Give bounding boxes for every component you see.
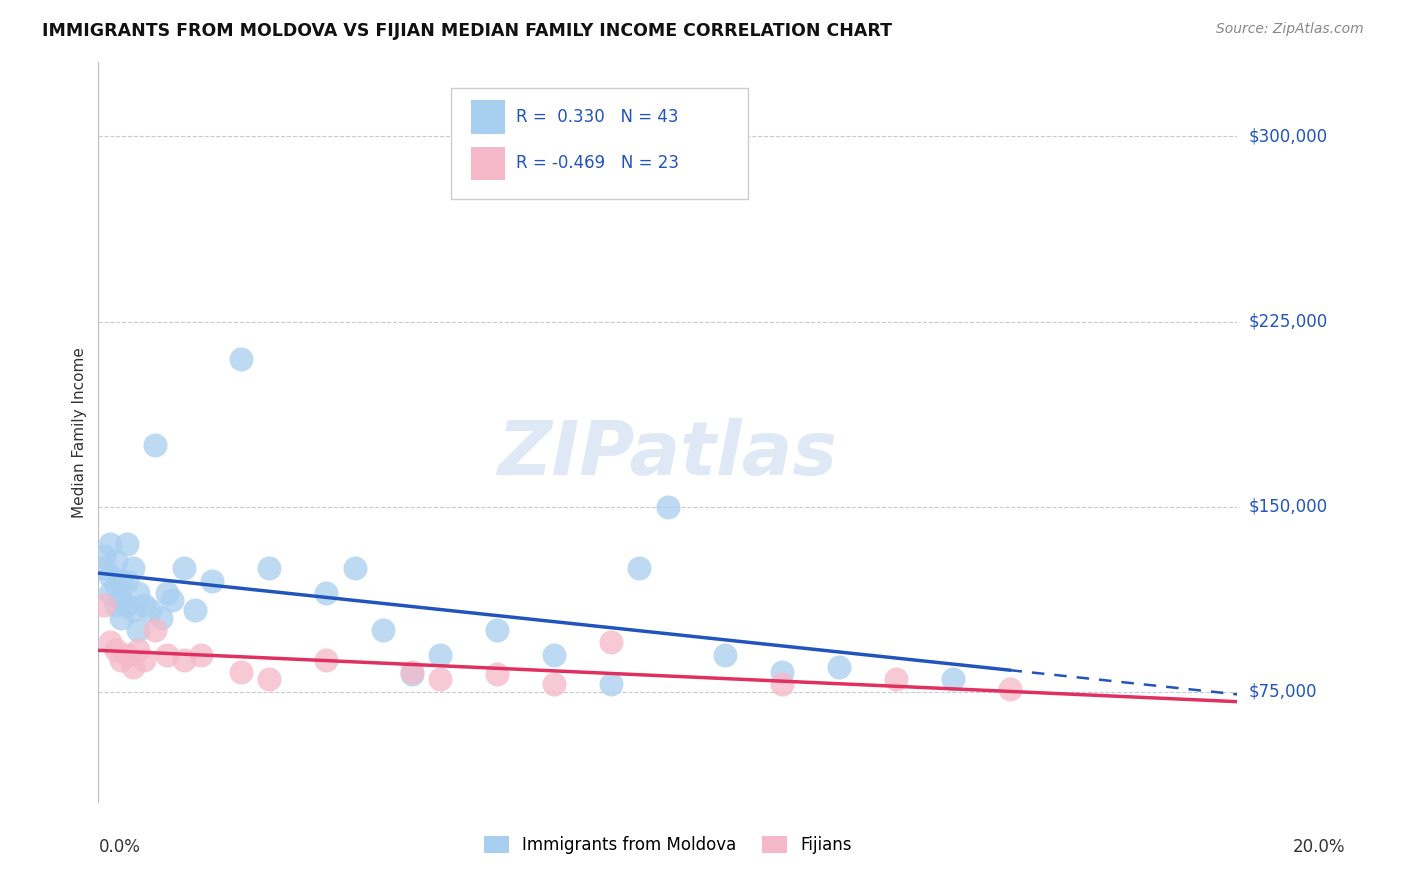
Point — [127, 623, 149, 637]
Point — [121, 660, 143, 674]
Point — [162, 593, 184, 607]
Text: IMMIGRANTS FROM MOLDOVA VS FIJIAN MEDIAN FAMILY INCOME CORRELATION CHART: IMMIGRANTS FROM MOLDOVA VS FIJIAN MEDIAN… — [42, 22, 893, 40]
Point — [259, 673, 281, 687]
Text: $150,000: $150,000 — [1249, 498, 1327, 516]
Point — [93, 599, 115, 613]
Point — [138, 603, 160, 617]
Text: 20.0%: 20.0% — [1292, 838, 1346, 855]
Point — [121, 603, 143, 617]
Point — [115, 599, 138, 613]
Point — [156, 586, 179, 600]
Point — [110, 653, 132, 667]
Text: 0.0%: 0.0% — [98, 838, 141, 855]
Text: $75,000: $75,000 — [1249, 682, 1317, 701]
Text: $300,000: $300,000 — [1249, 128, 1327, 145]
Point — [190, 648, 212, 662]
Text: ZIPatlas: ZIPatlas — [498, 418, 838, 491]
Point — [98, 536, 121, 550]
Point — [401, 665, 423, 679]
FancyBboxPatch shape — [471, 100, 505, 134]
Point — [543, 677, 565, 691]
Point — [828, 660, 851, 674]
Point — [132, 653, 155, 667]
Point — [115, 648, 138, 662]
Point — [104, 642, 127, 657]
Point — [998, 682, 1021, 697]
Point — [343, 561, 366, 575]
Point — [714, 648, 737, 662]
Point — [93, 561, 115, 575]
Point — [543, 648, 565, 662]
Point — [315, 653, 337, 667]
Point — [173, 653, 195, 667]
Point — [110, 611, 132, 625]
Point — [132, 599, 155, 613]
Point — [104, 554, 127, 568]
Point — [229, 351, 252, 366]
Point — [93, 549, 115, 563]
Point — [98, 635, 121, 649]
Point — [770, 677, 793, 691]
Point — [104, 599, 127, 613]
Point — [98, 568, 121, 582]
Point — [259, 561, 281, 575]
Point — [486, 623, 509, 637]
Point — [201, 574, 224, 588]
Point — [657, 500, 679, 514]
Point — [156, 648, 179, 662]
Point — [600, 635, 623, 649]
Point — [110, 593, 132, 607]
Point — [104, 579, 127, 593]
Point — [127, 586, 149, 600]
Legend: Immigrants from Moldova, Fijians: Immigrants from Moldova, Fijians — [478, 830, 858, 861]
Text: $225,000: $225,000 — [1249, 312, 1327, 331]
Point — [229, 665, 252, 679]
Point — [184, 603, 207, 617]
Point — [942, 673, 965, 687]
Point — [173, 561, 195, 575]
Point — [628, 561, 651, 575]
Point — [145, 623, 167, 637]
Point — [145, 438, 167, 452]
Point — [315, 586, 337, 600]
Point — [429, 673, 451, 687]
Text: Source: ZipAtlas.com: Source: ZipAtlas.com — [1216, 22, 1364, 37]
Point — [150, 611, 173, 625]
FancyBboxPatch shape — [451, 88, 748, 200]
Point — [98, 586, 121, 600]
Point — [770, 665, 793, 679]
Text: R =  0.330   N = 43: R = 0.330 N = 43 — [516, 108, 679, 126]
Point — [600, 677, 623, 691]
Point — [486, 667, 509, 681]
Point — [884, 673, 907, 687]
Point — [110, 574, 132, 588]
Point — [115, 574, 138, 588]
Point — [121, 561, 143, 575]
Point — [373, 623, 395, 637]
Text: R = -0.469   N = 23: R = -0.469 N = 23 — [516, 154, 679, 172]
Point — [115, 536, 138, 550]
Point — [429, 648, 451, 662]
Y-axis label: Median Family Income: Median Family Income — [72, 347, 87, 518]
FancyBboxPatch shape — [471, 147, 505, 180]
Point — [401, 667, 423, 681]
Point — [127, 642, 149, 657]
